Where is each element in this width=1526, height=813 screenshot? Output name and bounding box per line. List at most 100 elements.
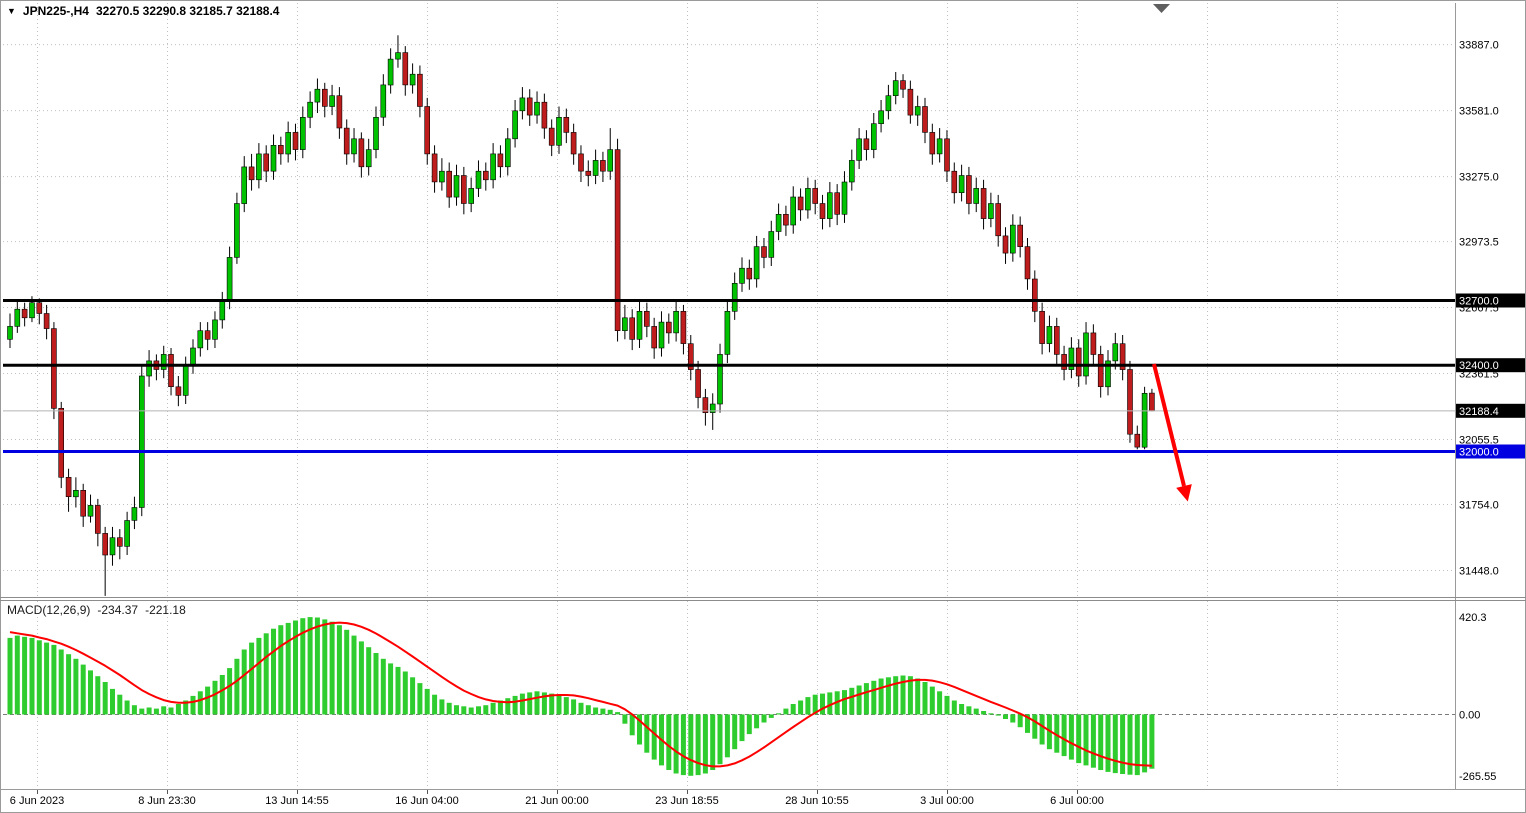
bull-candle	[805, 188, 811, 211]
bear-candle	[277, 145, 284, 155]
macd-bar	[263, 633, 269, 715]
macd-bar	[929, 686, 935, 715]
bull-candle	[365, 149, 372, 168]
macd-bar	[944, 695, 950, 715]
bull-candle	[988, 203, 994, 219]
macd-bar	[234, 658, 240, 715]
bull-candle	[841, 181, 848, 215]
bear-candle	[980, 188, 987, 219]
macd-bar	[995, 714, 1001, 716]
macd-bar	[51, 644, 57, 715]
bull-candle	[709, 403, 716, 413]
price-line-box: 32400.0	[1456, 358, 1526, 373]
grid-layer	[3, 3, 1455, 789]
bull-candle	[14, 308, 21, 327]
bear-candle	[1054, 326, 1060, 355]
bear-candle	[578, 153, 584, 172]
bear-candle	[292, 132, 299, 150]
bull-candle	[490, 153, 496, 181]
macd-bar	[798, 700, 804, 715]
macd-bar	[366, 647, 372, 715]
bear-candle	[585, 170, 592, 176]
macd-bar	[183, 700, 189, 715]
one-click-trading-arrow-icon[interactable]: ▼	[7, 5, 16, 16]
macd-bar	[249, 642, 255, 715]
price-tick-label: 33887.0	[1459, 40, 1499, 52]
time-axis[interactable]: 6 Jun 2023 8 Jun 23:30 13 Jun 14:55 16 Jun …	[10, 790, 1104, 807]
bear-candle	[36, 302, 43, 314]
bear-candle	[51, 328, 57, 409]
bear-candle	[1149, 392, 1155, 412]
bear-candle	[1024, 246, 1031, 280]
bull-candle	[914, 106, 921, 116]
macd-bar	[534, 691, 540, 715]
bull-candle	[936, 138, 943, 155]
macd-bar	[424, 688, 430, 715]
bear-candle	[695, 369, 701, 398]
bear-candle	[1061, 354, 1067, 370]
panel-splitter[interactable]	[0, 597, 1526, 601]
macd-bar	[827, 692, 833, 715]
svg-text:32188.4: 32188.4	[1459, 406, 1499, 418]
macd-bar	[761, 714, 767, 723]
bear-candle	[402, 52, 409, 86]
macd-bar	[710, 714, 716, 770]
macd-signal-line	[9, 621, 1152, 768]
macd-bar	[241, 649, 247, 715]
bull-candle	[1068, 347, 1075, 370]
macd-bar	[937, 691, 943, 715]
bear-candle	[117, 537, 123, 547]
chart-shift-marker-icon[interactable]	[1153, 4, 1170, 13]
bull-candle	[658, 321, 665, 349]
macd-bar	[131, 705, 137, 715]
price-tick-label: 31448.0	[1459, 566, 1499, 578]
macd-bar	[285, 622, 291, 715]
macd-bar	[1120, 714, 1126, 774]
bear-candle	[1090, 332, 1097, 355]
macd-bar	[724, 714, 730, 758]
bear-candle	[1039, 310, 1045, 344]
bull-candle	[768, 231, 775, 258]
bear-candle	[907, 88, 914, 116]
price-axis[interactable]: 33887.033581.033275.032973.532667.532361…	[1456, 40, 1526, 783]
macd-bar	[746, 714, 752, 735]
bull-candle	[197, 330, 204, 349]
time-tick-label: 28 Jun 10:55	[785, 795, 849, 807]
macd-bar	[739, 714, 745, 742]
trend-arrow[interactable]	[1152, 363, 1192, 502]
price-line-box: 32188.4	[1456, 403, 1526, 418]
macd-bar	[1127, 714, 1133, 775]
bull-candle	[731, 282, 738, 312]
bull-candle	[226, 257, 233, 301]
macd-bar	[644, 714, 650, 753]
macd-bar	[490, 702, 496, 715]
bull-candle	[475, 170, 482, 189]
macd-bar	[1142, 714, 1148, 773]
bull-candle	[299, 117, 306, 150]
bull-candle	[182, 364, 189, 396]
macd-bar	[1003, 714, 1008, 719]
bear-candle	[665, 321, 672, 334]
macd-bar	[1083, 714, 1089, 766]
macd-bar	[66, 654, 72, 715]
bear-candle	[526, 97, 533, 116]
bull-candle	[856, 138, 862, 161]
bear-candle	[482, 170, 489, 181]
bull-candle	[329, 95, 335, 107]
bull-candle	[673, 310, 679, 334]
macd-bar	[615, 712, 621, 715]
bear-candle	[168, 354, 174, 387]
macd-bar	[7, 637, 13, 715]
macd-bar	[1134, 714, 1140, 776]
macd-bar	[29, 637, 35, 715]
macd-bar	[124, 700, 130, 715]
bear-candle	[43, 313, 50, 329]
bear-candle	[761, 246, 767, 258]
macd-bar	[988, 713, 994, 715]
bear-candle	[343, 127, 350, 155]
bear-candle	[424, 106, 431, 155]
bull-candle	[219, 300, 226, 321]
bear-candle	[929, 132, 936, 155]
